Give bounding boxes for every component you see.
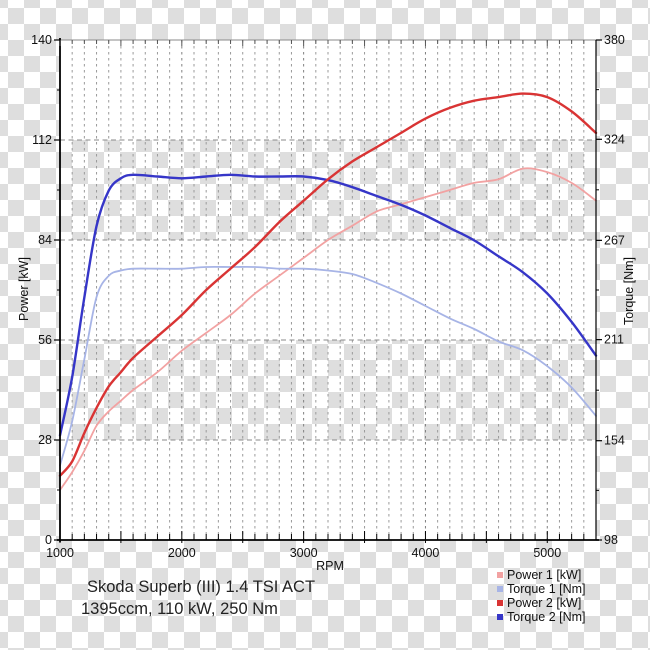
legend-marker-torque-1-icon <box>497 586 503 592</box>
legend-marker-torque-2-icon <box>497 614 503 620</box>
y-axis-label-left: Power [kW] <box>17 257 31 321</box>
legend-item-power-2: Power 2 [kW] <box>497 596 586 610</box>
legend-label-power-1: Power 1 [kW] <box>507 568 582 582</box>
legend-item-torque-1: Torque 1 [Nm] <box>497 582 586 596</box>
svg-text:1000: 1000 <box>46 546 74 560</box>
svg-text:324: 324 <box>604 132 625 146</box>
legend-marker-power-2-icon <box>497 600 503 606</box>
svg-text:84: 84 <box>38 233 52 247</box>
svg-text:267: 267 <box>604 233 625 247</box>
svg-text:28: 28 <box>38 433 52 447</box>
svg-text:2000: 2000 <box>168 546 196 560</box>
vehicle-annotation: Skoda Superb (III) 1.4 TSI ACT 1395ccm, … <box>81 576 315 620</box>
legend-marker-power-1-icon <box>497 572 503 578</box>
svg-text:5000: 5000 <box>533 546 561 560</box>
legend-label-torque-1: Torque 1 [Nm] <box>507 582 586 596</box>
legend-item-power-1: Power 1 [kW] <box>497 568 586 582</box>
svg-text:4000: 4000 <box>412 546 440 560</box>
svg-text:140: 140 <box>31 33 52 47</box>
svg-text:0: 0 <box>45 533 52 547</box>
svg-text:3000: 3000 <box>290 546 318 560</box>
svg-text:56: 56 <box>38 333 52 347</box>
svg-text:211: 211 <box>604 333 624 347</box>
legend-label-torque-2: Torque 2 [Nm] <box>507 610 586 624</box>
legend-label-power-2: Power 2 [kW] <box>507 596 582 610</box>
vehicle-name-text: Skoda Superb (III) 1.4 TSI ACT <box>87 578 316 596</box>
svg-text:154: 154 <box>604 434 625 448</box>
svg-text:98: 98 <box>604 533 618 547</box>
y-axis-label-right: Torque [Nm] <box>622 256 636 326</box>
vehicle-spec-text: 1395ccm, 110 kW, 250 Nm <box>81 600 278 618</box>
x-axis-label: RPM <box>316 559 344 573</box>
svg-text:112: 112 <box>32 133 52 147</box>
svg-text:380: 380 <box>604 33 625 47</box>
chart-legend: Power 1 [kW] Torque 1 [Nm] Power 2 [kW] … <box>497 568 586 624</box>
legend-item-torque-2: Torque 2 [Nm] <box>497 610 586 624</box>
